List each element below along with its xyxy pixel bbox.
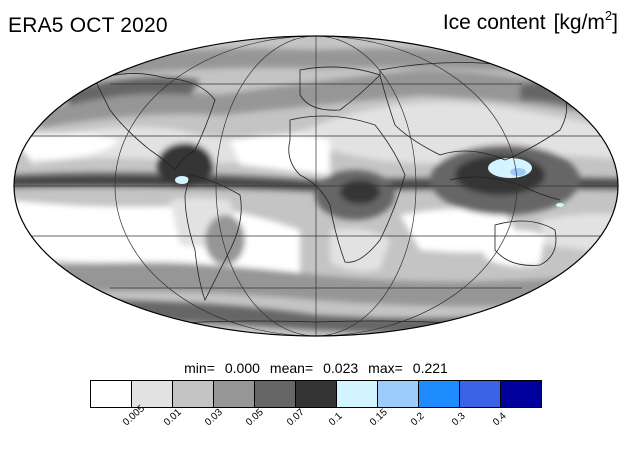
africa-outline [288, 115, 406, 263]
ice-spot-panama [175, 176, 189, 184]
ice-maximum-warm-pool [488, 158, 532, 178]
min-label: min= [184, 360, 215, 376]
north-america-outline [94, 73, 216, 171]
arctic-band [80, 48, 560, 78]
min-value: 0.000 [224, 360, 260, 376]
colorbar-swatch [296, 381, 337, 407]
ice-peak-warm-pool [510, 168, 526, 176]
colorbar-swatch [378, 381, 419, 407]
stats-line: min= 0.000 mean= 0.023 max= 0.221 [0, 360, 632, 376]
colorbar-swatch [501, 381, 541, 407]
units-exponent: 2 [604, 8, 613, 23]
colorbar-swatch [91, 381, 132, 407]
units-label: [kg/m2] [553, 8, 618, 34]
colorbar-swatch [173, 381, 214, 407]
colorbar-swatch [337, 381, 378, 407]
southern-storm-track [20, 262, 618, 306]
ice-spot-pacific [556, 203, 564, 207]
meridian-120 [114, 36, 518, 336]
map-border [13, 35, 619, 337]
congo-core [340, 180, 380, 204]
northern-storm-track [40, 70, 600, 128]
colorbar-swatch [255, 381, 296, 407]
mean-label: mean= [269, 360, 314, 376]
australia-clear [480, 230, 545, 267]
europe-outline [299, 66, 381, 111]
graticule [14, 36, 618, 336]
map-field [14, 36, 618, 336]
colorbar-swatch [419, 381, 460, 407]
colorbar-swatch [132, 381, 173, 407]
south-america-outline [184, 174, 242, 302]
australia-outline [494, 220, 557, 266]
colorbar-swatch [460, 381, 501, 407]
max-label: max= [368, 360, 403, 376]
meridian-60 [215, 36, 417, 336]
north-pacific-clear [14, 133, 120, 160]
colorbar [90, 380, 542, 408]
south-atlantic-convergence [205, 215, 245, 265]
max-value: 0.221 [412, 360, 448, 376]
dataset-title: ERA5 OCT 2020 [8, 14, 168, 37]
variable-name: Ice content [442, 11, 546, 34]
mean-value: 0.023 [323, 360, 359, 376]
variable-title: Ice content [kg/m2] [443, 8, 618, 35]
maritime-continent-outline [449, 176, 561, 201]
southern-africa-light [330, 228, 390, 272]
sahara-clear [230, 135, 330, 175]
central-america-convection [157, 143, 213, 187]
colorbar-swatch [214, 381, 255, 407]
